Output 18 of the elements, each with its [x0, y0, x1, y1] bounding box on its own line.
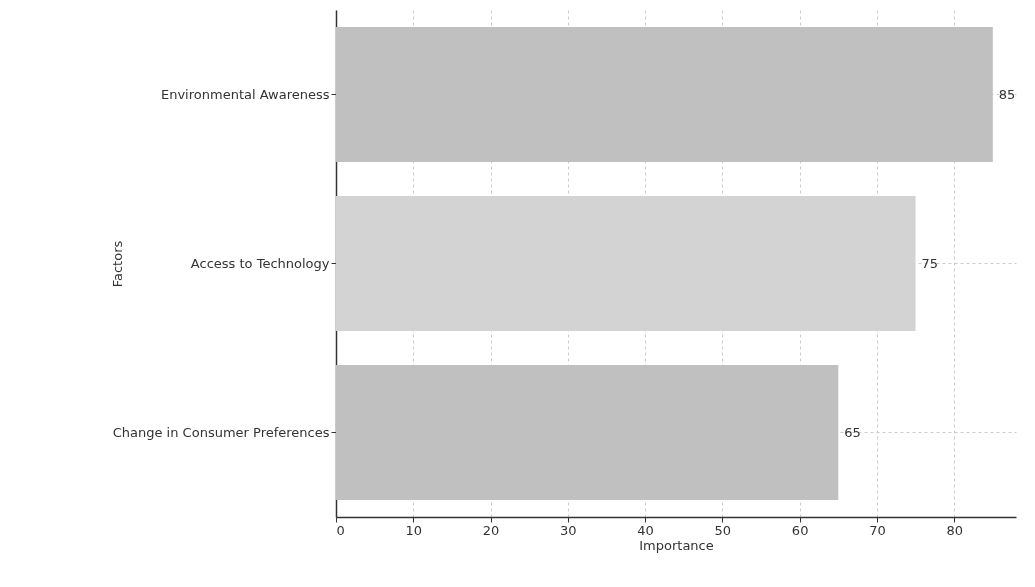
data-label: 85 [998, 86, 1016, 102]
data-label: 65 [844, 424, 861, 440]
x-tick-label: 50 [714, 522, 732, 538]
x-tick-label: 0 [336, 522, 345, 538]
x-axis-title: Importance [639, 537, 714, 553]
x-tick-label: 20 [482, 522, 500, 538]
y-axis-title: Factors [109, 240, 125, 288]
y-tick-label: Access to Technology [190, 255, 330, 271]
y-tick-label: Change in Consumer Preferences [112, 424, 330, 440]
y-tick-label: Environmental Awareness [160, 86, 330, 102]
x-tick-label: 70 [869, 522, 886, 538]
bar [336, 364, 839, 501]
x-tick-label: 30 [560, 522, 577, 538]
data-label: 75 [921, 255, 939, 271]
x-tick-label: 40 [637, 522, 654, 538]
x-tick-label: 60 [791, 522, 809, 538]
x-tick-label: 10 [405, 522, 423, 538]
x-tick-label: 80 [946, 522, 963, 538]
